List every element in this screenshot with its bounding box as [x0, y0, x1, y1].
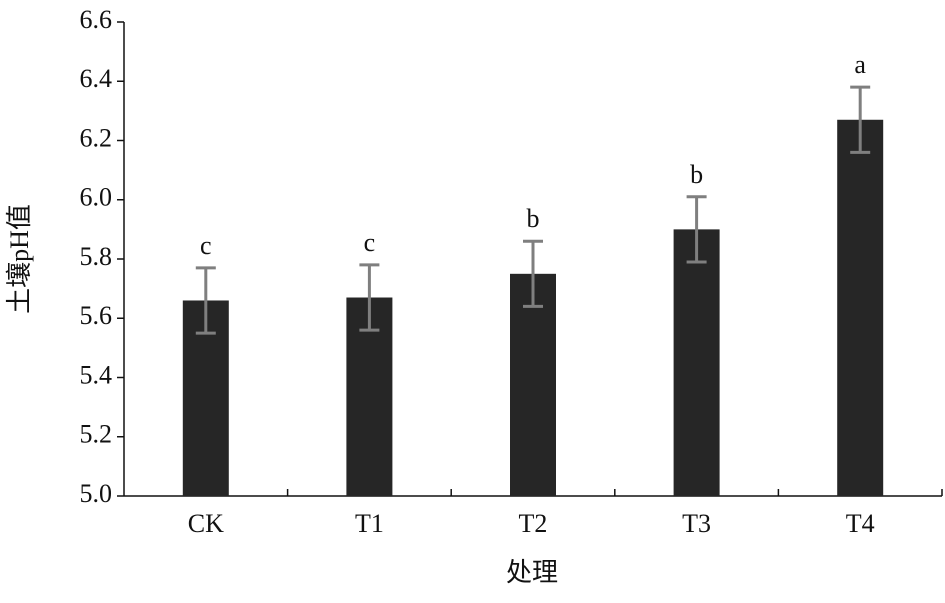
bar: [673, 229, 720, 496]
y-tick-label: 6.2: [80, 123, 113, 152]
y-tick-label: 6.6: [80, 5, 113, 34]
y-tick-label: 6.4: [80, 64, 113, 93]
y-tick-label: 6.0: [80, 183, 113, 212]
error-bar: [850, 85, 871, 154]
significance-label: a: [854, 50, 866, 79]
significance-label: b: [690, 160, 703, 189]
error-bar: [195, 266, 216, 335]
x-tick-label: T3: [682, 509, 711, 538]
x-tick-label: CK: [188, 509, 224, 538]
error-bar: [359, 263, 380, 332]
y-tick-label: 5.4: [80, 360, 113, 389]
significance-label: b: [527, 204, 540, 233]
y-tick-label: 5.2: [80, 420, 113, 449]
y-tick-label: 5.6: [80, 301, 113, 330]
bar: [837, 119, 884, 496]
error-bar: [523, 239, 543, 308]
significance-label: c: [364, 228, 376, 257]
y-axis-label: 土壤pH值: [5, 204, 34, 314]
bar: [510, 273, 556, 496]
significance-label: c: [200, 231, 212, 260]
x-axis-label: 处理: [506, 558, 558, 587]
y-tick-label: 5.0: [80, 479, 113, 508]
x-tick-label: T1: [355, 509, 384, 538]
y-tick-label: 5.8: [80, 242, 113, 271]
error-bar: [686, 195, 707, 264]
x-tick-label: T2: [519, 509, 548, 538]
x-tick-label: T4: [846, 509, 875, 538]
